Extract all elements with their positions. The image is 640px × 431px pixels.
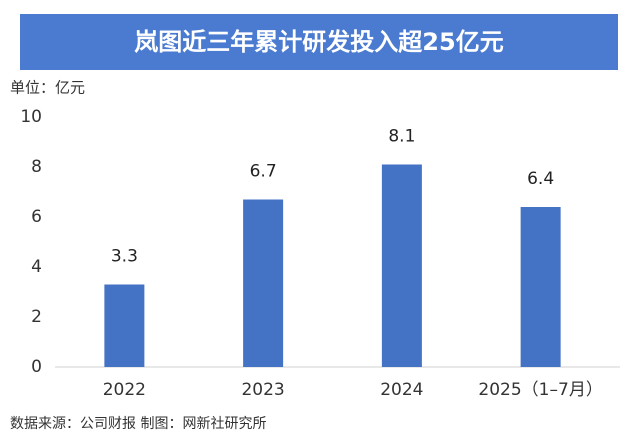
bar — [104, 284, 145, 367]
x-tick-label: 2022 — [103, 380, 146, 400]
chart-title: 岚图近三年累计研发投入超25亿元 — [134, 28, 503, 56]
y-tick-label: 0 — [31, 357, 42, 377]
data-label: 8.1 — [388, 127, 415, 147]
x-tick-label: 2023 — [241, 380, 284, 400]
data-label: 6.7 — [250, 162, 277, 182]
y-tick-label: 8 — [31, 157, 42, 177]
source-note: 数据来源：公司财报 制图：网新社研究所 — [10, 416, 266, 431]
x-tick-label: 2025（1–7月） — [478, 380, 602, 400]
bar — [520, 207, 561, 367]
unit-label: 单位：亿元 — [10, 79, 85, 97]
bar — [243, 199, 284, 367]
x-tick-label: 2024 — [380, 380, 423, 400]
y-tick-label: 4 — [31, 257, 42, 277]
data-label: 3.3 — [111, 247, 138, 267]
title-banner — [20, 14, 618, 70]
y-tick-label: 2 — [31, 307, 42, 327]
bar — [381, 164, 422, 367]
y-tick-label: 6 — [31, 207, 42, 227]
data-label: 6.4 — [527, 169, 554, 189]
y-tick-label: 10 — [20, 107, 42, 127]
